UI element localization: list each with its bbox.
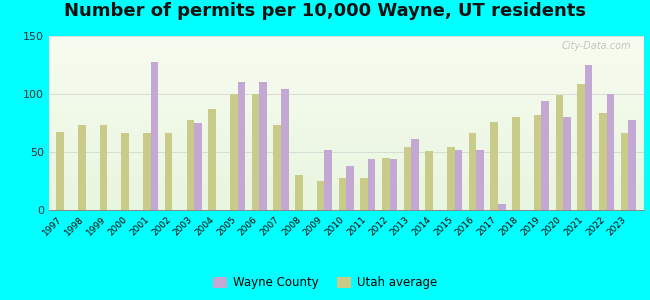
Bar [498,204,506,210]
Bar [208,109,216,210]
Bar [339,178,346,210]
Bar [252,94,259,210]
Bar [346,166,354,210]
Bar [606,94,614,210]
Bar [194,123,202,210]
Bar [143,134,151,210]
Bar [165,134,172,210]
Bar [324,150,332,210]
Bar [447,147,454,210]
Bar [259,82,267,210]
Bar [360,178,368,210]
Bar [454,150,462,210]
Bar [317,181,324,210]
Bar [469,134,476,210]
Bar [382,158,389,210]
Legend: Wayne County, Utah average: Wayne County, Utah average [209,272,441,294]
Text: City-Data.com: City-Data.com [562,41,632,51]
Bar [541,101,549,210]
Bar [556,95,563,210]
Bar [122,134,129,210]
Text: Number of permits per 10,000 Wayne, UT residents: Number of permits per 10,000 Wayne, UT r… [64,2,586,20]
Bar [230,94,238,210]
Bar [621,134,629,210]
Bar [476,150,484,210]
Bar [368,159,376,210]
Bar [411,139,419,210]
Bar [187,119,194,210]
Bar [238,82,245,210]
Bar [151,61,159,210]
Bar [57,132,64,210]
Bar [389,159,397,210]
Bar [274,125,281,210]
Bar [512,117,520,210]
Bar [99,125,107,210]
Bar [281,89,289,210]
Bar [534,115,541,210]
Bar [629,119,636,210]
Bar [78,125,86,210]
Bar [491,122,498,210]
Bar [563,117,571,210]
Bar [404,147,411,210]
Bar [599,112,606,210]
Bar [425,151,433,210]
Bar [295,175,303,210]
Bar [577,84,585,210]
Bar [585,65,593,210]
